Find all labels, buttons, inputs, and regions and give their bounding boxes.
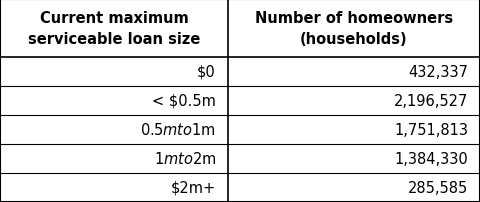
Text: $0.5m to $1m: $0.5m to $1m xyxy=(140,122,216,138)
Text: $0: $0 xyxy=(197,65,216,80)
Text: < $0.5m: < $0.5m xyxy=(152,94,216,108)
Text: $2m+: $2m+ xyxy=(171,180,216,195)
Text: 1,384,330: 1,384,330 xyxy=(394,151,468,166)
Text: 285,585: 285,585 xyxy=(408,180,468,195)
Text: 1,751,813: 1,751,813 xyxy=(394,122,468,137)
Text: Number of homeowners
(households): Number of homeowners (households) xyxy=(255,11,453,47)
Text: Current maximum
serviceable loan size: Current maximum serviceable loan size xyxy=(28,11,200,47)
Text: 432,337: 432,337 xyxy=(408,65,468,80)
Text: $1m to $2m: $1m to $2m xyxy=(154,151,216,167)
Text: 2,196,527: 2,196,527 xyxy=(394,94,468,108)
